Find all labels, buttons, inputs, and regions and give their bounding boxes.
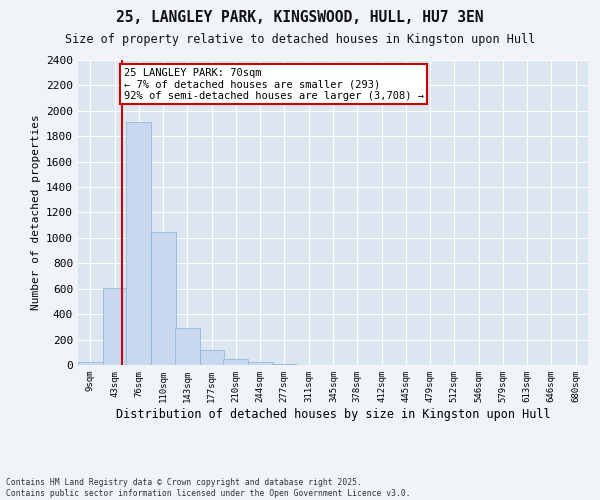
Text: Size of property relative to detached houses in Kingston upon Hull: Size of property relative to detached ho… — [65, 32, 535, 46]
Bar — [78, 362, 103, 365]
X-axis label: Distribution of detached houses by size in Kingston upon Hull: Distribution of detached houses by size … — [116, 408, 550, 420]
Bar — [127, 122, 151, 365]
Text: 25 LANGLEY PARK: 70sqm
← 7% of detached houses are smaller (293)
92% of semi-det: 25 LANGLEY PARK: 70sqm ← 7% of detached … — [124, 68, 424, 101]
Y-axis label: Number of detached properties: Number of detached properties — [31, 114, 41, 310]
Text: 25, LANGLEY PARK, KINGSWOOD, HULL, HU7 3EN: 25, LANGLEY PARK, KINGSWOOD, HULL, HU7 3… — [116, 10, 484, 25]
Bar — [223, 358, 248, 365]
Bar — [151, 232, 176, 365]
Text: Contains HM Land Registry data © Crown copyright and database right 2025.
Contai: Contains HM Land Registry data © Crown c… — [6, 478, 410, 498]
Bar — [103, 288, 127, 365]
Bar — [272, 364, 296, 365]
Bar — [200, 350, 224, 365]
Bar — [248, 362, 272, 365]
Bar — [175, 328, 200, 365]
